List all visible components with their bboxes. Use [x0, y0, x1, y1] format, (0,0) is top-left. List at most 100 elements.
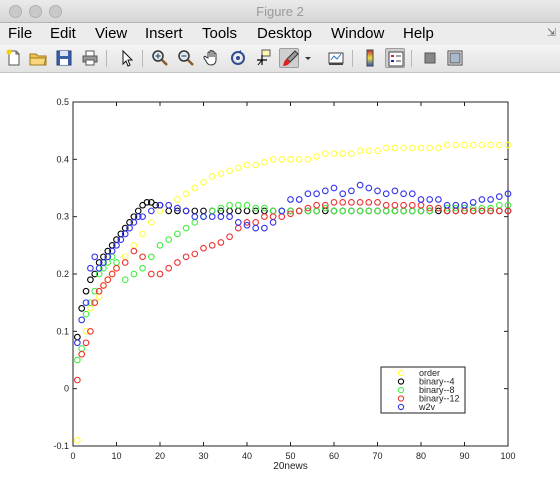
data-point-binary-12: [287, 210, 294, 218]
data-point-binary-12: [408, 201, 416, 209]
data-point-order: [174, 196, 181, 203]
data-point-order: [82, 327, 90, 335]
data-point-binary-12: [165, 264, 173, 272]
minimize-window-icon[interactable]: [29, 5, 42, 18]
data-point-binary-8: [261, 204, 268, 212]
data-point-order: [208, 173, 216, 180]
data-point-binary-12: [339, 198, 347, 206]
data-point-w2v: [191, 213, 199, 221]
menu-help[interactable]: Help: [403, 25, 434, 42]
data-point-binary-4: [174, 207, 181, 215]
print-icon[interactable]: [80, 48, 100, 68]
data-point-order: [226, 167, 233, 175]
data-point-binary-8: [139, 264, 146, 272]
data-point-order: [313, 153, 320, 160]
data-point-binary-8: [174, 230, 181, 238]
hide-plot-tools-icon[interactable]: [420, 48, 440, 68]
data-point-binary-12: [226, 233, 233, 241]
data-point-w2v: [104, 253, 112, 261]
x-tick-label: 20: [155, 451, 165, 461]
data-point-w2v: [121, 230, 129, 238]
x-tick-label: 40: [242, 451, 252, 461]
data-point-w2v: [156, 201, 164, 209]
data-point-binary-8: [443, 204, 451, 212]
data-point-order: [321, 150, 329, 157]
pan-hand-icon[interactable]: [202, 48, 222, 68]
data-point-w2v: [374, 187, 381, 195]
data-point-binary-12: [87, 327, 94, 335]
data-point-w2v: [217, 213, 225, 221]
colorbar-icon[interactable]: [360, 48, 380, 68]
x-tick-label: 90: [459, 451, 469, 461]
figure-toolbar: [0, 45, 560, 73]
scatter-plot: 0 10 20 30 40 50 60 70 80 90 100-0.100.10.20.30.40…: [53, 97, 515, 472]
legend-icon[interactable]: [385, 48, 405, 68]
data-point-binary-8: [365, 207, 373, 215]
menu-tools[interactable]: Tools: [202, 25, 238, 42]
menu-window[interactable]: Window: [331, 25, 385, 42]
y-tick-label: 0.2: [56, 269, 69, 279]
data-point-w2v: [174, 204, 181, 212]
legend-box: [380, 366, 466, 414]
menu-view[interactable]: View: [95, 25, 128, 42]
data-point-binary-8: [217, 204, 225, 212]
data-point-binary-12: [100, 282, 107, 289]
data-point-binary-12: [495, 207, 503, 215]
menu-insert[interactable]: Insert: [145, 25, 183, 42]
data-point-w2v: [269, 219, 277, 226]
zoom-out-icon[interactable]: [176, 48, 196, 68]
data-point-w2v: [504, 190, 512, 198]
data-point-binary-12: [104, 276, 112, 284]
y-tick-label: 0: [64, 384, 69, 394]
data-point-order: [217, 170, 225, 178]
menu-edit[interactable]: Edit: [50, 25, 76, 42]
data-point-w2v: [435, 196, 442, 203]
data-point-w2v: [100, 259, 107, 266]
menu-file[interactable]: File: [8, 25, 33, 42]
data-point-binary-8: [130, 270, 138, 278]
window-title: Figure 2: [256, 4, 304, 19]
data-point-binary-8: [461, 204, 468, 212]
save-icon[interactable]: [54, 48, 74, 68]
data-point-order: [252, 161, 260, 169]
data-point-w2v: [134, 213, 142, 221]
brush-dropdown-icon[interactable]: [302, 48, 314, 68]
x-tick-label: 50: [285, 451, 295, 461]
rotate-3d-icon[interactable]: [228, 48, 248, 68]
data-point-w2v: [452, 201, 460, 209]
x-axis-label: 20news: [273, 461, 307, 472]
data-point-binary-4: [87, 276, 94, 284]
data-point-binary-8: [426, 207, 434, 215]
data-point-binary-8: [252, 204, 260, 212]
data-point-w2v: [295, 196, 303, 203]
close-window-icon[interactable]: [9, 5, 22, 18]
data-point-w2v: [113, 241, 120, 249]
data-point-binary-8: [147, 253, 155, 261]
data-point-binary-8: [91, 287, 99, 295]
data-point-w2v: [487, 196, 494, 203]
data-point-binary-12: [208, 241, 216, 249]
data-cursor-icon[interactable]: [253, 48, 273, 68]
y-tick-label: 0.5: [56, 97, 69, 107]
zoom-in-icon[interactable]: [150, 48, 170, 68]
link-plot-icon[interactable]: [326, 48, 346, 68]
data-point-w2v: [330, 184, 338, 192]
menu-overflow-icon[interactable]: ⇲: [546, 27, 556, 39]
menu-desktop[interactable]: Desktop: [257, 25, 313, 42]
data-point-binary-4: [252, 207, 260, 215]
legend-entry: binary--4: [419, 377, 455, 387]
data-point-w2v: [91, 253, 99, 261]
data-point-order: [469, 141, 477, 149]
zoom-window-icon[interactable]: [49, 5, 62, 18]
pointer-icon[interactable]: [116, 48, 136, 68]
open-folder-icon[interactable]: [28, 48, 48, 68]
data-point-binary-8: [156, 241, 164, 249]
data-point-binary-12: [295, 207, 303, 215]
brush-icon[interactable]: [279, 48, 299, 68]
new-file-icon[interactable]: [4, 48, 24, 68]
data-point-binary-12: [382, 201, 390, 209]
data-point-binary-12: [365, 198, 373, 206]
data-point-w2v: [417, 196, 425, 203]
show-plot-tools-icon[interactable]: [445, 48, 465, 68]
